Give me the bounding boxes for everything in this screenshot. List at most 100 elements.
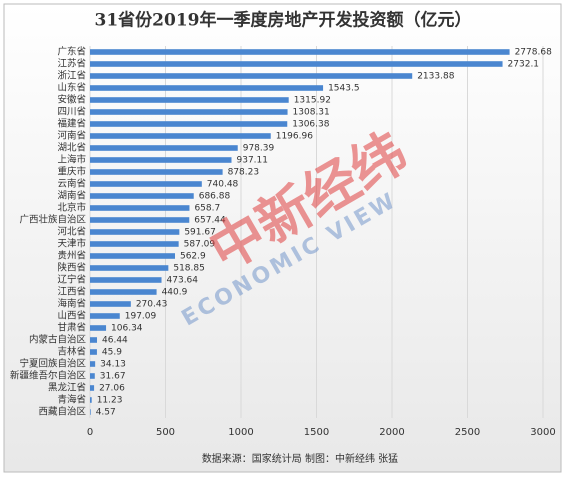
bar: [90, 385, 95, 391]
bar: [90, 85, 324, 91]
y-tick-label: 浙江省: [57, 70, 86, 82]
x-tick-label: 3000: [530, 427, 555, 438]
y-tick-label: 山东省: [57, 82, 86, 94]
value-label: 473.64: [167, 276, 199, 286]
y-tick-label: 甘肃省: [57, 322, 86, 334]
value-label: 1196.96: [276, 132, 313, 142]
bar: [90, 373, 95, 379]
bar: [90, 265, 169, 271]
value-label: 1543.5: [328, 84, 360, 94]
bar: [90, 409, 91, 415]
bar: [90, 157, 232, 163]
y-tick-label: 西藏自治区: [38, 406, 86, 418]
y-tick-label: 山西省: [57, 310, 86, 322]
y-tick-label: 湖南省: [57, 190, 86, 202]
bar: [90, 337, 98, 343]
value-label: 31.67: [100, 372, 126, 382]
y-tick-label: 河南省: [57, 130, 86, 142]
bar: [90, 217, 190, 223]
y-tick-label: 北京市: [57, 202, 86, 214]
y-tick-label: 贵州省: [57, 250, 86, 262]
y-tick-label: 宁夏回族自治区: [19, 358, 86, 370]
value-label: 46.44: [102, 336, 128, 346]
value-label: 878.23: [228, 168, 260, 178]
x-tick-label: 0: [87, 427, 93, 438]
bar: [90, 181, 202, 187]
value-label: 562.9: [180, 252, 206, 262]
value-label: 587.09: [184, 240, 216, 250]
value-label: 657.44: [194, 216, 226, 226]
y-tick-label: 河北省: [57, 226, 86, 238]
x-tick-label: 500: [156, 427, 175, 438]
bar: [90, 241, 179, 247]
y-tick-label: 广东省: [57, 46, 86, 58]
x-tick-label: 1000: [228, 427, 253, 438]
bar: [90, 289, 157, 295]
bar: [90, 109, 288, 115]
value-label: 45.9: [102, 348, 122, 358]
y-tick-label: 黑龙江省: [48, 382, 86, 394]
chart-title: 31省份2019年一季度房地产开发投资额（亿元）: [95, 10, 472, 31]
value-label: 686.88: [199, 192, 231, 202]
grid: 0 500 1000 1500 2000 2500 3000: [87, 46, 556, 438]
bar: [90, 253, 175, 259]
value-label: 11.23: [97, 396, 123, 406]
bar: [90, 121, 288, 127]
bar: [90, 97, 289, 103]
x-tick-label: 1500: [304, 427, 329, 438]
y-tick-label: 四川省: [57, 106, 86, 118]
y-tick-label: 广西壮族自治区: [19, 214, 86, 226]
y-tick-label: 重庆市: [57, 166, 86, 178]
value-label: 740.48: [207, 180, 239, 190]
value-label: 270.43: [136, 300, 168, 310]
y-tick-label: 吉林省: [57, 346, 86, 358]
value-label: 978.39: [243, 144, 275, 154]
value-label: 27.06: [99, 384, 125, 394]
bar: [90, 229, 180, 235]
bar: [90, 277, 162, 283]
value-label: 2732.1: [508, 60, 540, 70]
bar: [90, 193, 194, 199]
bar: [90, 361, 96, 367]
y-tick-label: 陕西省: [57, 262, 86, 274]
bar: [90, 301, 131, 307]
bar: [90, 169, 223, 175]
chart-frame: [3, 3, 562, 473]
bar: [90, 61, 503, 67]
y-tick-label: 云南省: [57, 178, 86, 190]
value-label: 518.85: [173, 264, 205, 274]
bar: [90, 49, 510, 55]
y-tick-label: 辽宁省: [57, 274, 86, 286]
y-tick-label: 海南省: [57, 298, 86, 310]
y-tick-label: 江苏省: [57, 58, 86, 70]
bar: [90, 205, 190, 211]
value-label: 658.7: [194, 204, 220, 214]
x-tick-label: 2000: [379, 427, 404, 438]
bar: [90, 397, 92, 403]
y-tick-label: 内蒙古自治区: [29, 334, 87, 346]
value-label: 1308.31: [293, 108, 330, 118]
bar: [90, 133, 271, 139]
y-tick-label: 青海省: [57, 394, 86, 406]
bar: [90, 325, 107, 331]
bars: 广东省 2778.68 江苏省 2732.1 浙江省 2133.88 山东省 1543.5 安徽…: [10, 46, 552, 418]
value-label: 1306.38: [292, 120, 329, 130]
y-tick-label: 天津市: [57, 238, 86, 250]
value-label: 34.13: [100, 360, 126, 370]
value-label: 106.34: [111, 324, 143, 334]
value-label: 2133.88: [417, 72, 454, 82]
bar: [90, 73, 413, 79]
value-label: 591.67: [184, 228, 216, 238]
y-tick-label: 福建省: [57, 118, 86, 130]
value-label: 4.57: [96, 408, 116, 418]
bar: [90, 145, 238, 151]
y-tick-label: 江西省: [57, 286, 86, 298]
y-tick-label: 新疆维吾尔自治区: [10, 370, 87, 382]
value-label: 1315.92: [294, 96, 331, 106]
y-tick-label: 安徽省: [57, 94, 86, 106]
x-tick-label: 2500: [455, 427, 480, 438]
bar: [90, 349, 97, 355]
value-label: 440.9: [162, 288, 188, 298]
value-label: 197.09: [125, 312, 157, 322]
